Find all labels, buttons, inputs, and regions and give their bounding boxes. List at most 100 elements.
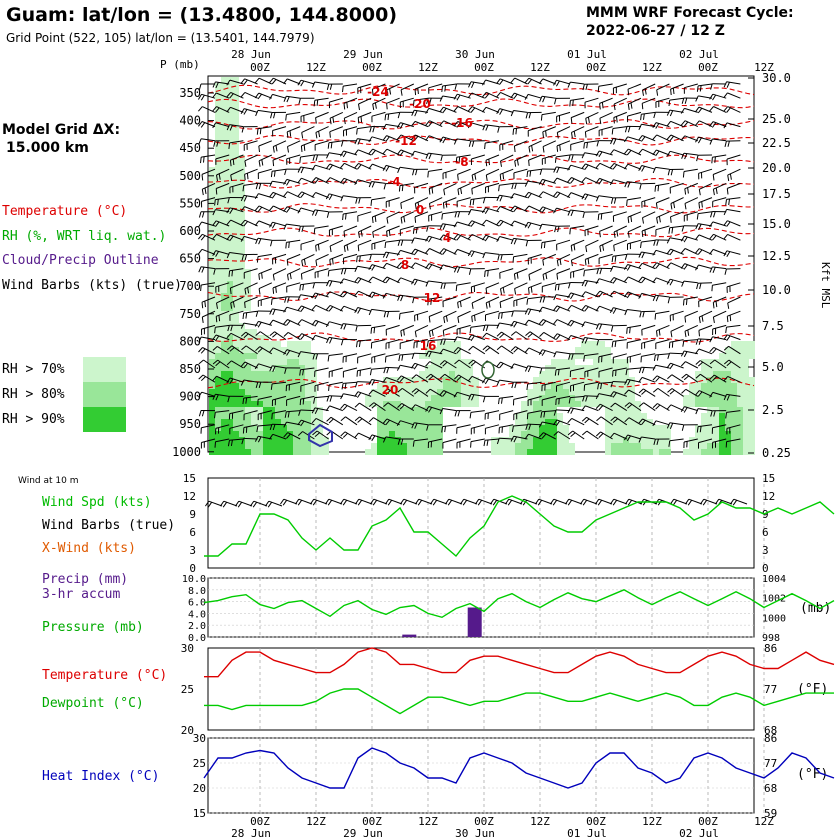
rh-cell (509, 443, 515, 449)
rh-cell (239, 437, 245, 443)
pressure-level-label: 450 (179, 141, 201, 155)
wind-speed-line (204, 495, 835, 558)
wind-barb-shaft (458, 359, 471, 369)
wind-barb-shaft (698, 197, 713, 204)
wind-barb-flag (482, 124, 486, 131)
wind-barb-flag (499, 221, 504, 227)
rh-cell (641, 413, 647, 419)
wind-barb-flag (226, 332, 232, 339)
temperature-line (204, 647, 835, 678)
rh-cell (413, 419, 419, 425)
wind-barb-flag (644, 88, 647, 95)
wind-barb-shaft (471, 122, 485, 128)
wind-barb-flag (567, 177, 572, 183)
wind-barb-shaft (684, 197, 699, 204)
rh-cell (377, 437, 383, 443)
wind-barb-flag (627, 126, 631, 133)
wind-barb-flag (269, 94, 273, 100)
rh-cell (287, 413, 293, 419)
wind-barb-flag (627, 217, 630, 224)
wind-barb-shaft (272, 93, 287, 99)
rh-cell (419, 419, 425, 425)
wind-barb-shaft (523, 498, 538, 505)
wind-barb-flag (524, 77, 530, 84)
wind-barb-shaft (683, 438, 698, 443)
rh-cell (689, 449, 695, 455)
wind-barb-flag (429, 498, 435, 505)
wind-barb-flag (255, 183, 259, 190)
rh-cell (713, 425, 719, 431)
wind-barb-shaft (470, 393, 485, 397)
wind-barb-flag (240, 92, 246, 98)
wind-barb-flag (595, 403, 601, 409)
wind-barb-flag (496, 108, 501, 115)
rh-cell (731, 401, 737, 407)
wind-barb-shaft (371, 339, 386, 344)
wind-barb-flag (411, 134, 416, 140)
wind-barb-flag (215, 316, 218, 323)
wind-barb-flag (212, 250, 217, 257)
wind-barb-flag (626, 199, 628, 206)
rh-cell (713, 383, 719, 389)
wind-barb-flag (315, 117, 317, 124)
wind-barb-flag (581, 280, 586, 287)
rh-cell (659, 443, 665, 449)
wind-barb-shaft (286, 282, 301, 287)
rh-cell (263, 365, 269, 371)
wind-barb-flag (273, 170, 276, 177)
wind-barb-shaft (386, 135, 400, 142)
wind-barb-flag (666, 278, 671, 285)
rh-cell (239, 359, 245, 365)
rh-cell (263, 407, 269, 413)
wind-barb-shaft (727, 92, 741, 99)
wind-barb-flag (457, 211, 461, 218)
wind-barb-flag (328, 306, 334, 312)
wind-barb-flag (357, 117, 360, 124)
wind-barb-flag (496, 219, 501, 226)
wind-barb-shaft (300, 294, 315, 298)
rh-cell (551, 437, 557, 443)
wind-barb-flag (325, 291, 331, 297)
wind-barb-flag (286, 180, 291, 186)
wind-barb-shaft (528, 319, 542, 326)
wind-barb-shaft (485, 106, 500, 113)
wind-barb-flag (680, 263, 686, 269)
wind-barb-flag (567, 209, 571, 216)
wind-barb-flag (695, 264, 699, 271)
rh-cell (221, 155, 227, 161)
wind-barb-flag (697, 361, 704, 367)
wind-barb-shaft (698, 348, 713, 355)
wind-barb-flag (709, 93, 714, 100)
rh-cell (731, 419, 737, 425)
wind-barb-flag (524, 94, 529, 100)
wind-barb-flag (501, 312, 503, 319)
wind-barb-flag (386, 217, 389, 224)
wind-barb-shaft (712, 424, 727, 429)
wind-barb-flag (471, 188, 473, 195)
wind-barb-flag (709, 374, 715, 380)
wind-barb-flag (297, 191, 303, 197)
wind-barb-flag (611, 256, 614, 263)
rh-cell (419, 395, 425, 401)
wind-barb-shaft (243, 322, 258, 326)
wind-barb-flag (329, 118, 332, 125)
wind-barb-flag (201, 410, 205, 417)
isotherm-line (207, 154, 755, 164)
wind-barb-shaft (358, 239, 372, 246)
rh-cell (227, 191, 233, 197)
wind-barb-flag (514, 382, 517, 389)
wind-barb-flag (732, 499, 738, 506)
wind-barb-shaft (670, 182, 684, 188)
wind-barb-flag (610, 197, 614, 204)
rh-cell (269, 407, 275, 413)
wind-barb-shaft (230, 106, 244, 113)
wind-barb-shaft (598, 83, 613, 87)
wind-barb-shaft (684, 83, 698, 89)
wind-barb-shaft (570, 381, 585, 387)
wind-barb-shaft (641, 251, 656, 255)
time-tick-label-bottom: 12Z (418, 815, 438, 828)
wind-barb-flag (599, 118, 602, 125)
wind-barb-flag (553, 166, 557, 173)
wind-barb-shaft (443, 310, 457, 318)
